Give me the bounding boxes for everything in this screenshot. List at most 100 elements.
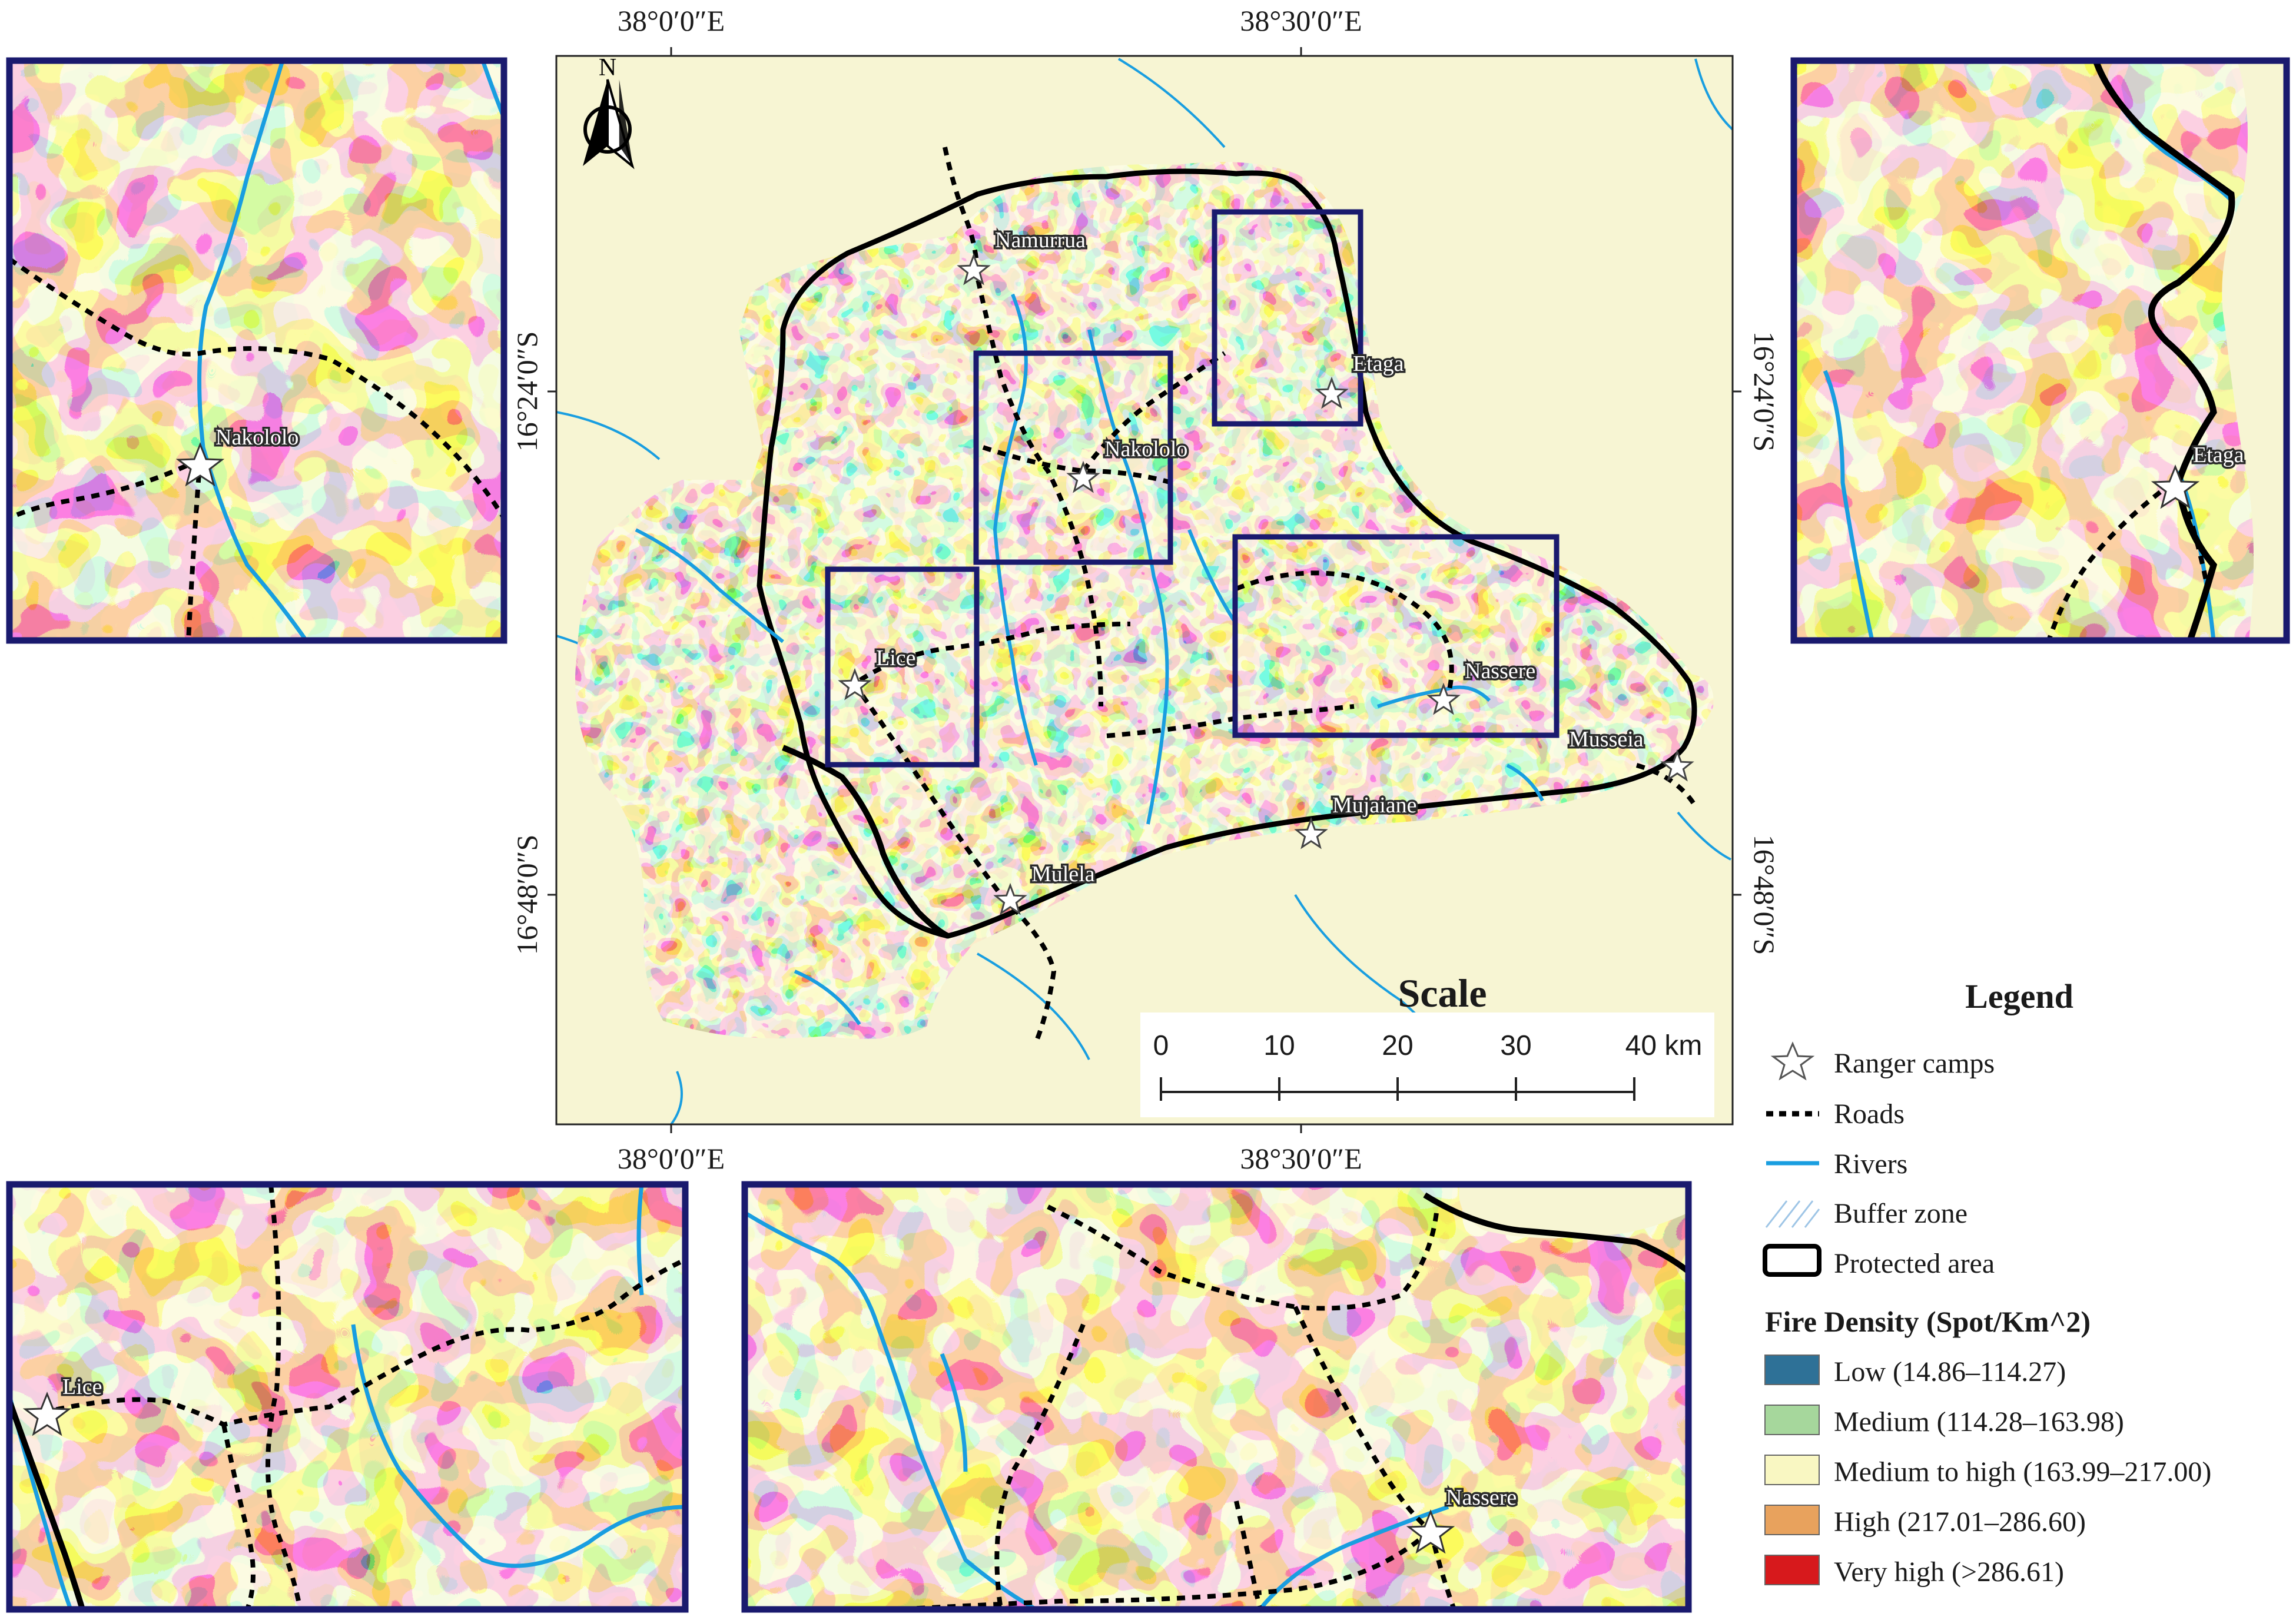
- ranger-camp-namurrua: Namurrua: [957, 226, 1088, 286]
- legend-item-roads: Roads: [1766, 1098, 1905, 1130]
- fire-class-label: Low (14.86–114.27): [1834, 1356, 2066, 1387]
- camp-label: Mujaiane: [1332, 793, 1417, 818]
- camp-star-icon: [1294, 816, 1328, 849]
- camp-star-icon: [1315, 376, 1349, 409]
- inset-camp-etaga: Etaga: [2151, 441, 2246, 509]
- fire-class-label: High (217.01–286.60): [1834, 1506, 2086, 1538]
- fire-class-low: Low (14.86–114.27): [1764, 1355, 2066, 1387]
- protected-area-boundary: [757, 168, 1697, 939]
- ranger-camp-mulela: Mulela: [993, 860, 1097, 915]
- ranger-camp-musseia: Musseia: [1567, 725, 1694, 782]
- camp-star-icon: [22, 1391, 72, 1436]
- camp-label: Mulela: [1031, 862, 1095, 887]
- fire-class-swatch: [1764, 1455, 1820, 1485]
- hatch-icon: [1765, 1200, 1820, 1228]
- fire-density-title: Fire Density (Spot/Km^2): [1765, 1305, 2091, 1338]
- inset-etaga: Etaga: [1790, 57, 2290, 644]
- ranger-camp-mujaiane: Mujaiane: [1294, 791, 1419, 849]
- coord-left-16s48: 16°48′0″S: [510, 835, 543, 955]
- scale-tick-10: 10: [1263, 1030, 1295, 1061]
- camp-label: Lice: [876, 646, 916, 670]
- protected-area-icon: [1763, 1244, 1821, 1277]
- inset-camp-nassere: Nassere: [1406, 1483, 1519, 1554]
- camp-star-icon: [1660, 749, 1694, 782]
- scale-tick-40km: 40 km: [1625, 1030, 1703, 1061]
- ranger-camp-etaga: Etaga: [1315, 350, 1406, 409]
- camp-star-icon: [1406, 1509, 1455, 1554]
- camp-star-icon: [838, 668, 872, 701]
- coord-right-16s24: 16°24′0″S: [1748, 331, 1781, 452]
- roads: [846, 147, 1698, 1043]
- legend-label-rivers: Rivers: [1834, 1148, 1907, 1180]
- coord-right-16s48: 16°48′0″S: [1748, 835, 1781, 955]
- scale-tick-20: 20: [1382, 1030, 1413, 1061]
- coordinate-labels: 38°0′0″E 38°30′0″E 38°0′0″E 38°30′0″E 16…: [510, 4, 1781, 1175]
- fire-class-medium-to-high: Medium to high (163.99–217.00): [1764, 1455, 2211, 1488]
- camp-label: Etaga: [1353, 351, 1404, 376]
- camp-star-icon: [175, 441, 225, 487]
- legend-item-rivers: Rivers: [1766, 1148, 1907, 1180]
- scale-tick-30: 30: [1500, 1030, 1531, 1061]
- legend-label-ranger-camps: Ranger camps: [1834, 1048, 1995, 1079]
- camp-label: Nassere: [1465, 659, 1535, 683]
- fire-class-swatch: [1764, 1505, 1820, 1535]
- fire-class-swatch: [1764, 1555, 1820, 1585]
- fire-class-medium: Medium (114.28–163.98): [1764, 1405, 2124, 1438]
- legend-label-protected-area: Protected area: [1834, 1248, 1995, 1279]
- internal-rivers: [635, 293, 1544, 1025]
- ranger-camp-lice: Lice: [838, 644, 918, 701]
- legend-item-buffer-zone: Buffer zone: [1765, 1198, 1967, 1229]
- fire-class-swatch: [1764, 1355, 1820, 1385]
- inset-extent-boxes: [825, 209, 1560, 768]
- fire-class-label: Medium to high (163.99–217.00): [1834, 1456, 2211, 1488]
- coord-top-38e30: 38°30′0″E: [1240, 4, 1362, 37]
- coord-bottom-38e30: 38°30′0″E: [1240, 1142, 1362, 1175]
- inset-camp-label: Nassere: [1446, 1485, 1517, 1510]
- fire-class-label: Very high (>286.61): [1834, 1556, 2064, 1588]
- ranger-camp-nakololo: Nakololo: [1066, 435, 1190, 493]
- scale-tick-0: 0: [1153, 1030, 1169, 1061]
- inset-camp-label: Etaga: [2193, 443, 2244, 467]
- fire-class-swatch: [1764, 1405, 1820, 1435]
- coord-top-38e0: 38°0′0″E: [618, 4, 725, 37]
- inset-camp-nakololo: Nakololo: [175, 423, 301, 487]
- camp-star-icon: [1426, 682, 1461, 715]
- fire-class-very-high: Very high (>286.61): [1764, 1555, 2064, 1588]
- legend-label-buffer-zone: Buffer zone: [1834, 1198, 1967, 1229]
- fire-class-label: Medium (114.28–163.98): [1834, 1406, 2124, 1438]
- camp-label: Nakololo: [1104, 437, 1187, 462]
- north-label: N: [599, 54, 616, 81]
- legend: Legend Ranger camps Roads Rivers Buffer …: [1763, 977, 2211, 1588]
- coordinate-ticks: [548, 47, 1741, 1133]
- ranger-camp-nassere: Nassere: [1426, 657, 1538, 715]
- camp-star-icon: [993, 882, 1027, 915]
- scale-box: [1140, 1013, 1714, 1117]
- coord-left-16s24: 16°24′0″S: [510, 331, 543, 452]
- legend-title: Legend: [1965, 977, 2073, 1015]
- inset-nassere: Nassere: [741, 1181, 1692, 1613]
- ranger-camps: Namurrua Etaga Nakololo Lice Nassere Musseia M…: [838, 226, 1694, 915]
- inset-camp-lice: Lice: [22, 1373, 104, 1436]
- inset-nakololo: Nakololo: [6, 57, 507, 644]
- camp-label: Musseia: [1569, 727, 1644, 752]
- fire-class-high: High (217.01–286.60): [1764, 1505, 2086, 1538]
- camp-star-icon: [2151, 464, 2200, 509]
- legend-label-roads: Roads: [1834, 1098, 1905, 1130]
- main-map: [555, 55, 1734, 1126]
- inset-camp-label: Lice: [62, 1375, 102, 1399]
- north-arrow: N: [583, 54, 635, 170]
- camp-label: Namurrua: [995, 228, 1086, 253]
- legend-item-protected-area: Protected area: [1763, 1244, 1995, 1279]
- legend-item-ranger-camps: Ranger camps: [1770, 1041, 1995, 1081]
- coord-bottom-38e0: 38°0′0″E: [618, 1142, 725, 1175]
- main-map-frame: [555, 55, 1734, 1126]
- scale-title: Scale: [1398, 971, 1487, 1015]
- scale-bar: Scale 0 10 20 30 40 km: [1140, 971, 1714, 1117]
- camp-star-icon: [957, 253, 991, 286]
- inset-lice: Lice: [6, 1181, 689, 1613]
- fire-density-classes: Low (14.86–114.27) Medium (114.28–163.98…: [1764, 1355, 2211, 1588]
- camp-star-icon: [1066, 460, 1100, 493]
- star-icon: [1770, 1041, 1815, 1081]
- inset-camp-label: Nakololo: [215, 425, 298, 450]
